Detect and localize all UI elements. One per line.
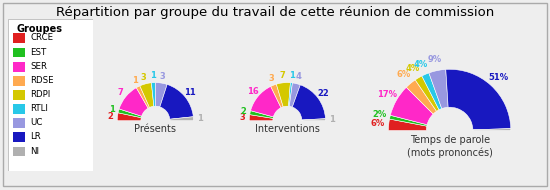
Wedge shape <box>119 88 148 116</box>
Text: 4%: 4% <box>414 60 428 69</box>
Wedge shape <box>422 73 442 110</box>
Text: LR: LR <box>30 132 41 141</box>
Text: CRCE: CRCE <box>30 33 53 43</box>
Text: NI: NI <box>30 147 40 156</box>
Wedge shape <box>251 86 281 117</box>
Text: 6%: 6% <box>371 119 385 128</box>
Text: Temps de parole
(mots prononcés): Temps de parole (mots prononcés) <box>406 135 493 158</box>
Text: 4: 4 <box>295 73 301 82</box>
Text: 51%: 51% <box>488 73 508 82</box>
Text: 4%: 4% <box>406 64 420 73</box>
Bar <box>358 131 541 167</box>
Text: RDSE: RDSE <box>30 76 54 85</box>
Bar <box>13 104 25 114</box>
Text: 1: 1 <box>197 114 204 123</box>
Wedge shape <box>250 111 273 118</box>
Bar <box>13 76 25 86</box>
Wedge shape <box>118 109 141 118</box>
Text: UC: UC <box>30 118 43 127</box>
Wedge shape <box>406 80 437 114</box>
Text: 2%: 2% <box>372 110 386 119</box>
Text: EST: EST <box>30 48 47 57</box>
Text: 1: 1 <box>132 76 138 85</box>
Text: 9%: 9% <box>428 55 442 64</box>
Text: Interventions: Interventions <box>255 124 320 134</box>
Bar <box>13 132 25 142</box>
Wedge shape <box>117 113 141 121</box>
Text: 3: 3 <box>141 73 147 82</box>
Text: 3: 3 <box>268 74 274 83</box>
Text: 7: 7 <box>280 71 285 80</box>
Wedge shape <box>292 85 326 120</box>
Text: 3: 3 <box>160 72 166 81</box>
Text: 1: 1 <box>329 115 336 124</box>
Wedge shape <box>155 83 167 107</box>
Bar <box>13 146 25 156</box>
Text: 17%: 17% <box>377 90 397 99</box>
FancyBboxPatch shape <box>8 19 94 171</box>
Text: 16: 16 <box>247 87 258 97</box>
Wedge shape <box>302 119 326 121</box>
Text: 1: 1 <box>150 71 156 80</box>
Text: 11: 11 <box>184 88 196 97</box>
Text: 2: 2 <box>108 112 113 120</box>
Wedge shape <box>289 83 293 106</box>
Text: 22: 22 <box>318 89 329 98</box>
Wedge shape <box>446 69 511 130</box>
Wedge shape <box>389 115 427 126</box>
Text: Répartition par groupe du travail de cette réunion de commission: Répartition par groupe du travail de cet… <box>56 6 494 19</box>
Text: Groupes: Groupes <box>16 24 63 34</box>
Text: Présents: Présents <box>134 124 177 134</box>
Wedge shape <box>249 115 273 121</box>
Bar <box>98 121 213 144</box>
Wedge shape <box>170 117 194 121</box>
Wedge shape <box>473 129 511 131</box>
Text: 3: 3 <box>240 113 245 122</box>
Wedge shape <box>388 119 427 131</box>
Wedge shape <box>390 87 433 125</box>
Text: 7: 7 <box>118 88 123 97</box>
Bar <box>13 33 25 43</box>
Wedge shape <box>160 84 193 119</box>
Wedge shape <box>271 84 283 108</box>
Wedge shape <box>151 83 155 106</box>
Text: 2: 2 <box>240 107 246 116</box>
Wedge shape <box>140 83 154 108</box>
Wedge shape <box>136 86 150 108</box>
Bar <box>230 121 345 144</box>
Text: RDPI: RDPI <box>30 90 51 99</box>
Bar <box>13 90 25 100</box>
Wedge shape <box>415 76 439 111</box>
Text: 1: 1 <box>289 71 295 80</box>
Text: RTLI: RTLI <box>30 104 48 113</box>
Text: 6%: 6% <box>397 70 411 79</box>
Wedge shape <box>289 83 300 107</box>
Text: 1: 1 <box>109 105 115 114</box>
Bar <box>13 62 25 72</box>
Wedge shape <box>276 83 290 107</box>
Text: SER: SER <box>30 62 47 71</box>
Wedge shape <box>429 69 448 109</box>
Bar <box>13 48 25 57</box>
Bar <box>13 118 25 128</box>
